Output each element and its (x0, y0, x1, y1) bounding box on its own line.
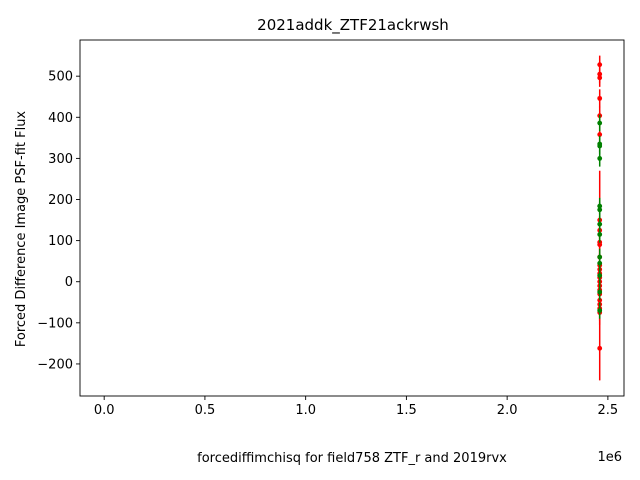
data-point (597, 308, 603, 313)
x-axis-ticks: 0.0 0.5 1.0 1.5 2.0 2.5 (94, 396, 618, 418)
y-tick-label: 100 (48, 234, 73, 249)
y-tick-label: −200 (37, 357, 73, 372)
data-point (597, 221, 603, 227)
x-axis-offset-label: 1e6 (597, 450, 622, 465)
data-point (597, 207, 603, 213)
data-point (597, 143, 603, 149)
x-tick-label: 0.0 (94, 403, 115, 418)
data-point (597, 203, 603, 209)
data-point (597, 132, 603, 137)
data-point (597, 155, 603, 161)
data-point (597, 232, 603, 237)
x-tick-label: 2.5 (598, 403, 619, 418)
x-tick-label: 0.5 (195, 403, 216, 418)
data-point (597, 242, 603, 248)
data-point (597, 273, 603, 278)
y-tick-label: 300 (48, 152, 73, 167)
plot-marks (597, 55, 603, 381)
y-tick-label: 400 (48, 111, 73, 126)
x-tick-label: 1.0 (295, 403, 316, 418)
y-axis-ticks: −200 −100 0 100 200 300 400 500 (37, 70, 80, 372)
data-point (597, 345, 603, 351)
x-tick-label: 2.0 (497, 403, 518, 418)
y-tick-label: 500 (48, 70, 73, 85)
y-tick-label: 200 (48, 193, 73, 208)
y-axis-label: Forced Difference Image PSF-fit Flux (14, 111, 29, 348)
data-point (597, 62, 603, 68)
data-point (597, 254, 603, 260)
x-tick-label: 1.5 (396, 403, 417, 418)
y-tick-label: −100 (37, 316, 73, 331)
data-point (597, 75, 603, 81)
data-point (597, 260, 603, 266)
y-tick-label: 0 (65, 275, 73, 290)
chart-title: 2021addk_ZTF21ackrwsh (257, 16, 449, 35)
data-point (597, 289, 603, 295)
axes-frame (79, 39, 625, 397)
series-1 (597, 114, 603, 319)
data-point (597, 71, 603, 77)
x-axis-label: forcediffimchisq for field758 ZTF_r and … (197, 451, 507, 466)
data-point (597, 95, 603, 101)
data-point (597, 120, 603, 126)
